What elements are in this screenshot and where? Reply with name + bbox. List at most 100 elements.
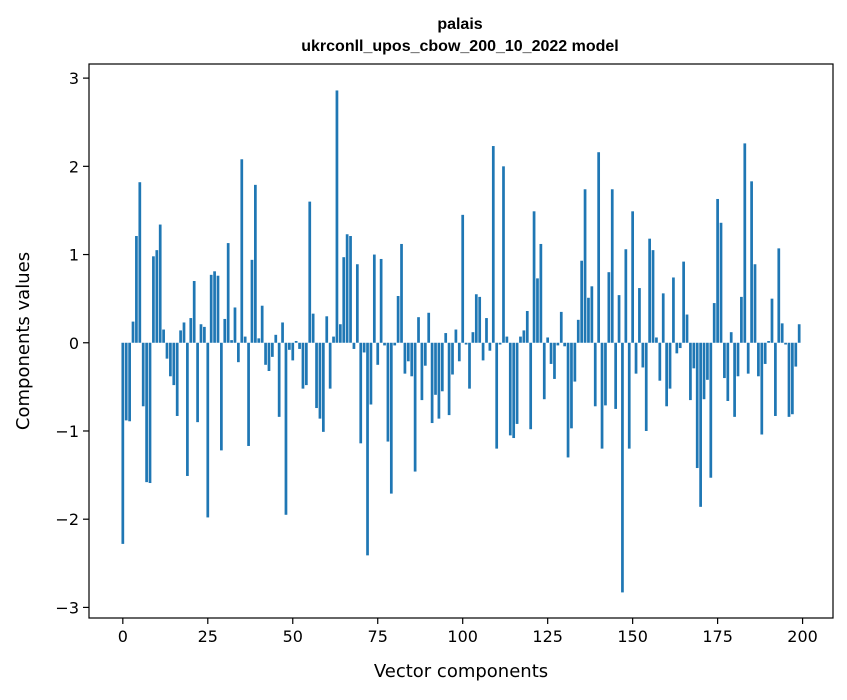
bar-component-188 — [760, 342, 764, 435]
bar-component-4 — [135, 236, 138, 343]
bar-component-57 — [315, 342, 318, 409]
bar-component-145 — [614, 342, 618, 409]
bar-component-189 — [763, 342, 767, 364]
bar-component-163 — [675, 342, 679, 354]
bar-component-54 — [304, 342, 308, 386]
bar-component-53 — [301, 342, 305, 389]
bar-component-106 — [481, 342, 485, 361]
bar-component-179 — [729, 332, 733, 343]
bar-component-186 — [753, 264, 757, 343]
bar-component-79 — [389, 342, 393, 494]
bar-component-166 — [685, 314, 689, 343]
x-tick-label: 25 — [198, 627, 218, 646]
bars-group — [121, 90, 801, 593]
y-tick-label: −1 — [55, 422, 79, 441]
bar-component-66 — [345, 234, 349, 343]
bar-component-195 — [784, 342, 787, 345]
bar-component-49 — [288, 342, 291, 350]
bar-component-187 — [757, 342, 760, 377]
bar-component-173 — [709, 342, 713, 478]
bar-component-10 — [155, 250, 159, 343]
bar-component-139 — [593, 342, 597, 407]
bar-component-142 — [604, 342, 607, 406]
bar-component-137 — [587, 297, 590, 343]
bar-component-164 — [678, 342, 682, 349]
bar-component-116 — [515, 342, 519, 424]
bar-component-89 — [423, 342, 427, 366]
x-tick-label: 50 — [283, 627, 303, 646]
bar-component-70 — [359, 342, 363, 444]
bar-component-149 — [627, 342, 631, 449]
y-axis-label: Components values — [13, 252, 34, 430]
x-tick-label: 0 — [118, 627, 128, 646]
bar-component-197 — [791, 342, 794, 415]
bar-component-141 — [600, 342, 604, 449]
bar-component-33 — [233, 307, 237, 343]
bar-component-87 — [417, 317, 420, 343]
bar-component-1 — [124, 342, 128, 421]
bar-component-127 — [553, 342, 556, 379]
bar-component-59 — [321, 342, 325, 432]
bar-component-138 — [590, 286, 594, 343]
y-tick-label: 2 — [69, 157, 79, 176]
x-tick-label: 100 — [447, 627, 478, 646]
bar-component-192 — [774, 342, 777, 416]
bar-component-165 — [682, 261, 685, 343]
bar-component-93 — [437, 342, 441, 419]
bar-component-182 — [740, 296, 743, 343]
bar-component-146 — [617, 295, 621, 343]
bar-component-17 — [179, 330, 182, 343]
bar-component-101 — [464, 342, 468, 345]
bar-component-123 — [539, 243, 543, 343]
bar-component-45 — [274, 334, 278, 343]
bar-component-84 — [406, 342, 410, 362]
bar-component-167 — [689, 342, 692, 401]
bar-component-118 — [522, 330, 526, 343]
bar-component-153 — [641, 342, 645, 368]
bar-component-86 — [413, 342, 417, 472]
bar-component-112 — [502, 166, 505, 343]
bar-component-155 — [648, 238, 651, 343]
y-tick-label: −3 — [55, 598, 79, 617]
bar-component-125 — [546, 337, 550, 343]
bar-component-48 — [284, 342, 288, 515]
bar-component-95 — [444, 333, 448, 343]
bar-component-134 — [576, 319, 580, 343]
bar-component-77 — [383, 342, 386, 346]
bar-component-151 — [634, 342, 638, 374]
bar-component-61 — [328, 342, 332, 389]
bar-component-47 — [281, 322, 284, 343]
bar-component-72 — [366, 342, 369, 556]
bar-component-160 — [665, 342, 668, 407]
bar-component-129 — [559, 311, 563, 343]
bar-component-92 — [434, 342, 437, 395]
bar-component-12 — [162, 329, 165, 343]
x-tick-label: 175 — [702, 627, 733, 646]
bar-component-103 — [471, 332, 475, 343]
bar-component-108 — [488, 342, 492, 351]
bar-component-51 — [294, 341, 298, 343]
bar-component-120 — [529, 342, 533, 430]
bar-component-32 — [230, 340, 233, 343]
bar-component-37 — [247, 342, 250, 446]
bar-component-41 — [260, 305, 264, 343]
y-tick-label: 3 — [69, 69, 79, 88]
bar-component-180 — [733, 342, 736, 417]
bar-component-7 — [145, 342, 148, 483]
bar-component-75 — [376, 342, 380, 365]
bar-component-124 — [542, 342, 546, 400]
bar-component-130 — [563, 342, 567, 347]
bar-component-150 — [631, 211, 634, 343]
bar-component-31 — [226, 243, 230, 343]
x-tick-label: 125 — [532, 627, 563, 646]
bar-component-15 — [172, 342, 176, 386]
bar-component-18 — [182, 322, 186, 343]
bar-component-39 — [254, 184, 257, 343]
bar-component-38 — [250, 259, 254, 343]
bar-component-159 — [661, 293, 665, 343]
bar-component-64 — [338, 324, 342, 343]
bar-component-16 — [175, 342, 179, 416]
bar-component-154 — [644, 342, 648, 431]
bar-component-74 — [372, 254, 376, 343]
